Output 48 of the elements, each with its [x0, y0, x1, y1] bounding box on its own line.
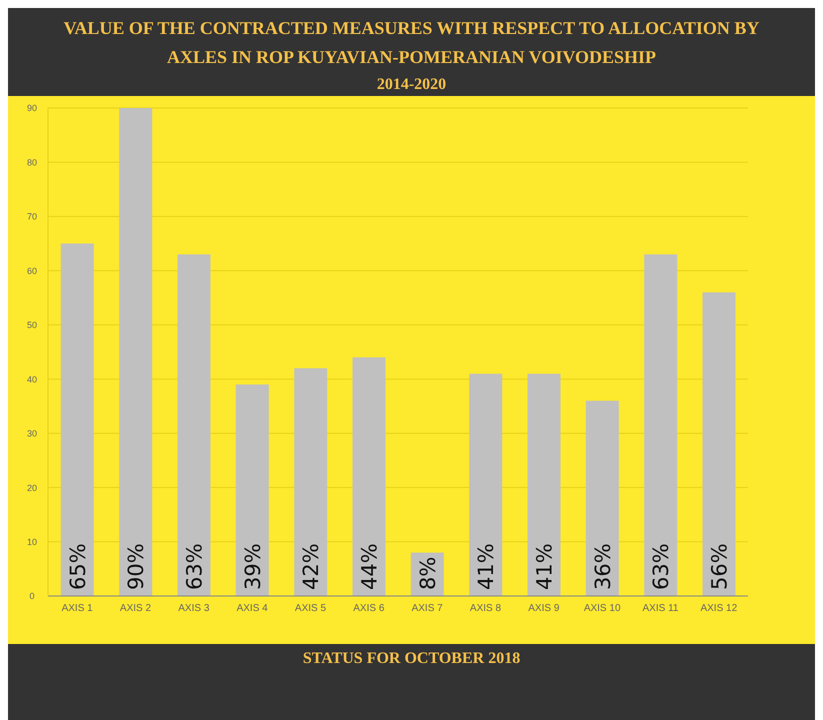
y-tick-label: 60	[26, 266, 38, 276]
x-tick-label: AXIS 9	[528, 603, 560, 614]
y-tick-label: 20	[26, 482, 38, 493]
bar	[469, 374, 502, 596]
x-tick-label: AXIS 2	[120, 603, 152, 614]
bar	[644, 254, 678, 596]
y-tick-label: 40	[26, 374, 38, 384]
y-tick-label: 80	[26, 157, 38, 168]
bar	[702, 292, 736, 596]
chart-subtitle: 2014-2020	[8, 74, 815, 96]
bar	[60, 244, 94, 596]
chart-title: VALUE OF THE CONTRACTED MEASURES WITH RESPECT TO ALLOCATION BY AXLES IN ROP KUYAVIAN-POMERANIAN VOIVODESHIP	[62, 17, 760, 69]
bar	[294, 368, 328, 596]
x-tick-label: AXIS 1	[62, 603, 94, 614]
data-label: 8%	[416, 556, 440, 590]
y-tick-label: 70	[26, 212, 38, 222]
y-tick-label: 50	[26, 320, 38, 330]
data-label: 39%	[240, 543, 265, 590]
bar	[119, 108, 152, 596]
y-tick-label: 30	[26, 428, 38, 439]
bar	[528, 374, 560, 596]
bar	[236, 384, 269, 596]
bar	[178, 254, 210, 596]
x-tick-label: AXIS 12	[700, 603, 738, 614]
data-label: 63%	[182, 543, 207, 590]
data-label: 41%	[532, 543, 557, 590]
data-label: 36%	[590, 543, 615, 590]
data-label: 65%	[66, 543, 90, 590]
x-tick-label: AXIS 3	[178, 603, 210, 614]
x-tick-label: AXIS 6	[353, 603, 385, 614]
bar	[352, 357, 386, 596]
x-tick-label: AXIS 4	[236, 603, 268, 614]
data-label: 90%	[124, 543, 148, 590]
x-tick-label: AXIS 8	[470, 603, 502, 614]
data-label: 44%	[358, 543, 382, 590]
data-label: 41%	[474, 543, 498, 590]
text: STATUS FOR OCTOBER 2018	[302, 650, 522, 668]
y-tick-label: 10	[26, 536, 38, 547]
data-label: 63%	[649, 543, 674, 590]
x-tick-label: AXIS 11	[642, 603, 679, 614]
x-tick-label: AXIS 7	[412, 603, 444, 614]
bar	[586, 400, 619, 596]
data-label: 42%	[299, 543, 324, 590]
y-tick-label: 90	[26, 103, 38, 114]
x-tick-label: AXIS 10	[584, 603, 621, 614]
y-tick-label: 0	[29, 591, 35, 602]
x-tick-label: AXIS 5	[294, 603, 326, 614]
data-label: 56%	[708, 543, 732, 590]
